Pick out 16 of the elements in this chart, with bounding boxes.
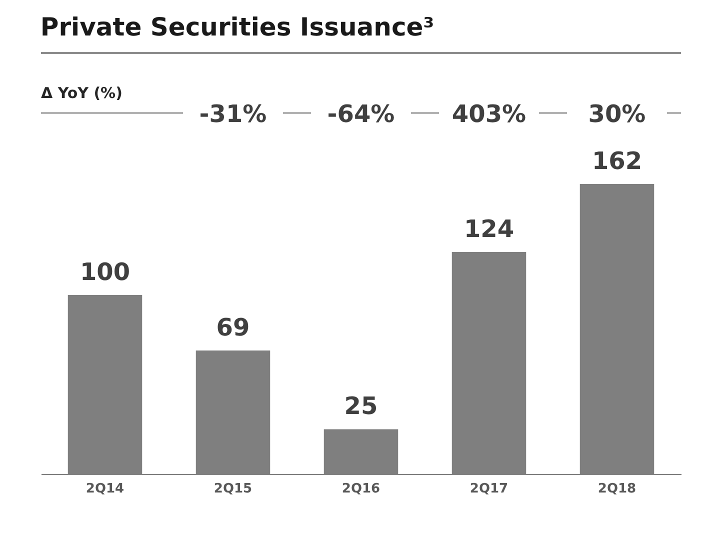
- x-tick-label: 2Q18: [598, 482, 636, 496]
- text: -31%: [199, 100, 267, 128]
- text: -64%: [327, 100, 395, 128]
- text: Δ YoY (%): [41, 84, 122, 102]
- data-label: 69: [216, 313, 250, 342]
- x-tick-label: 2Q14: [86, 482, 124, 496]
- text: 403%: [452, 100, 526, 128]
- data-label: 162: [592, 147, 642, 175]
- x-tick-label: 2Q15: [214, 482, 252, 496]
- chart-title: Private Securities Issuance³: [40, 12, 434, 42]
- data-label: 124: [464, 215, 514, 244]
- data-label: 100: [80, 258, 130, 286]
- x-tick-label: 2Q16: [342, 482, 380, 496]
- text: 30%: [588, 100, 646, 128]
- x-tick-label: 2Q17: [470, 482, 508, 496]
- data-label: 25: [344, 392, 378, 420]
